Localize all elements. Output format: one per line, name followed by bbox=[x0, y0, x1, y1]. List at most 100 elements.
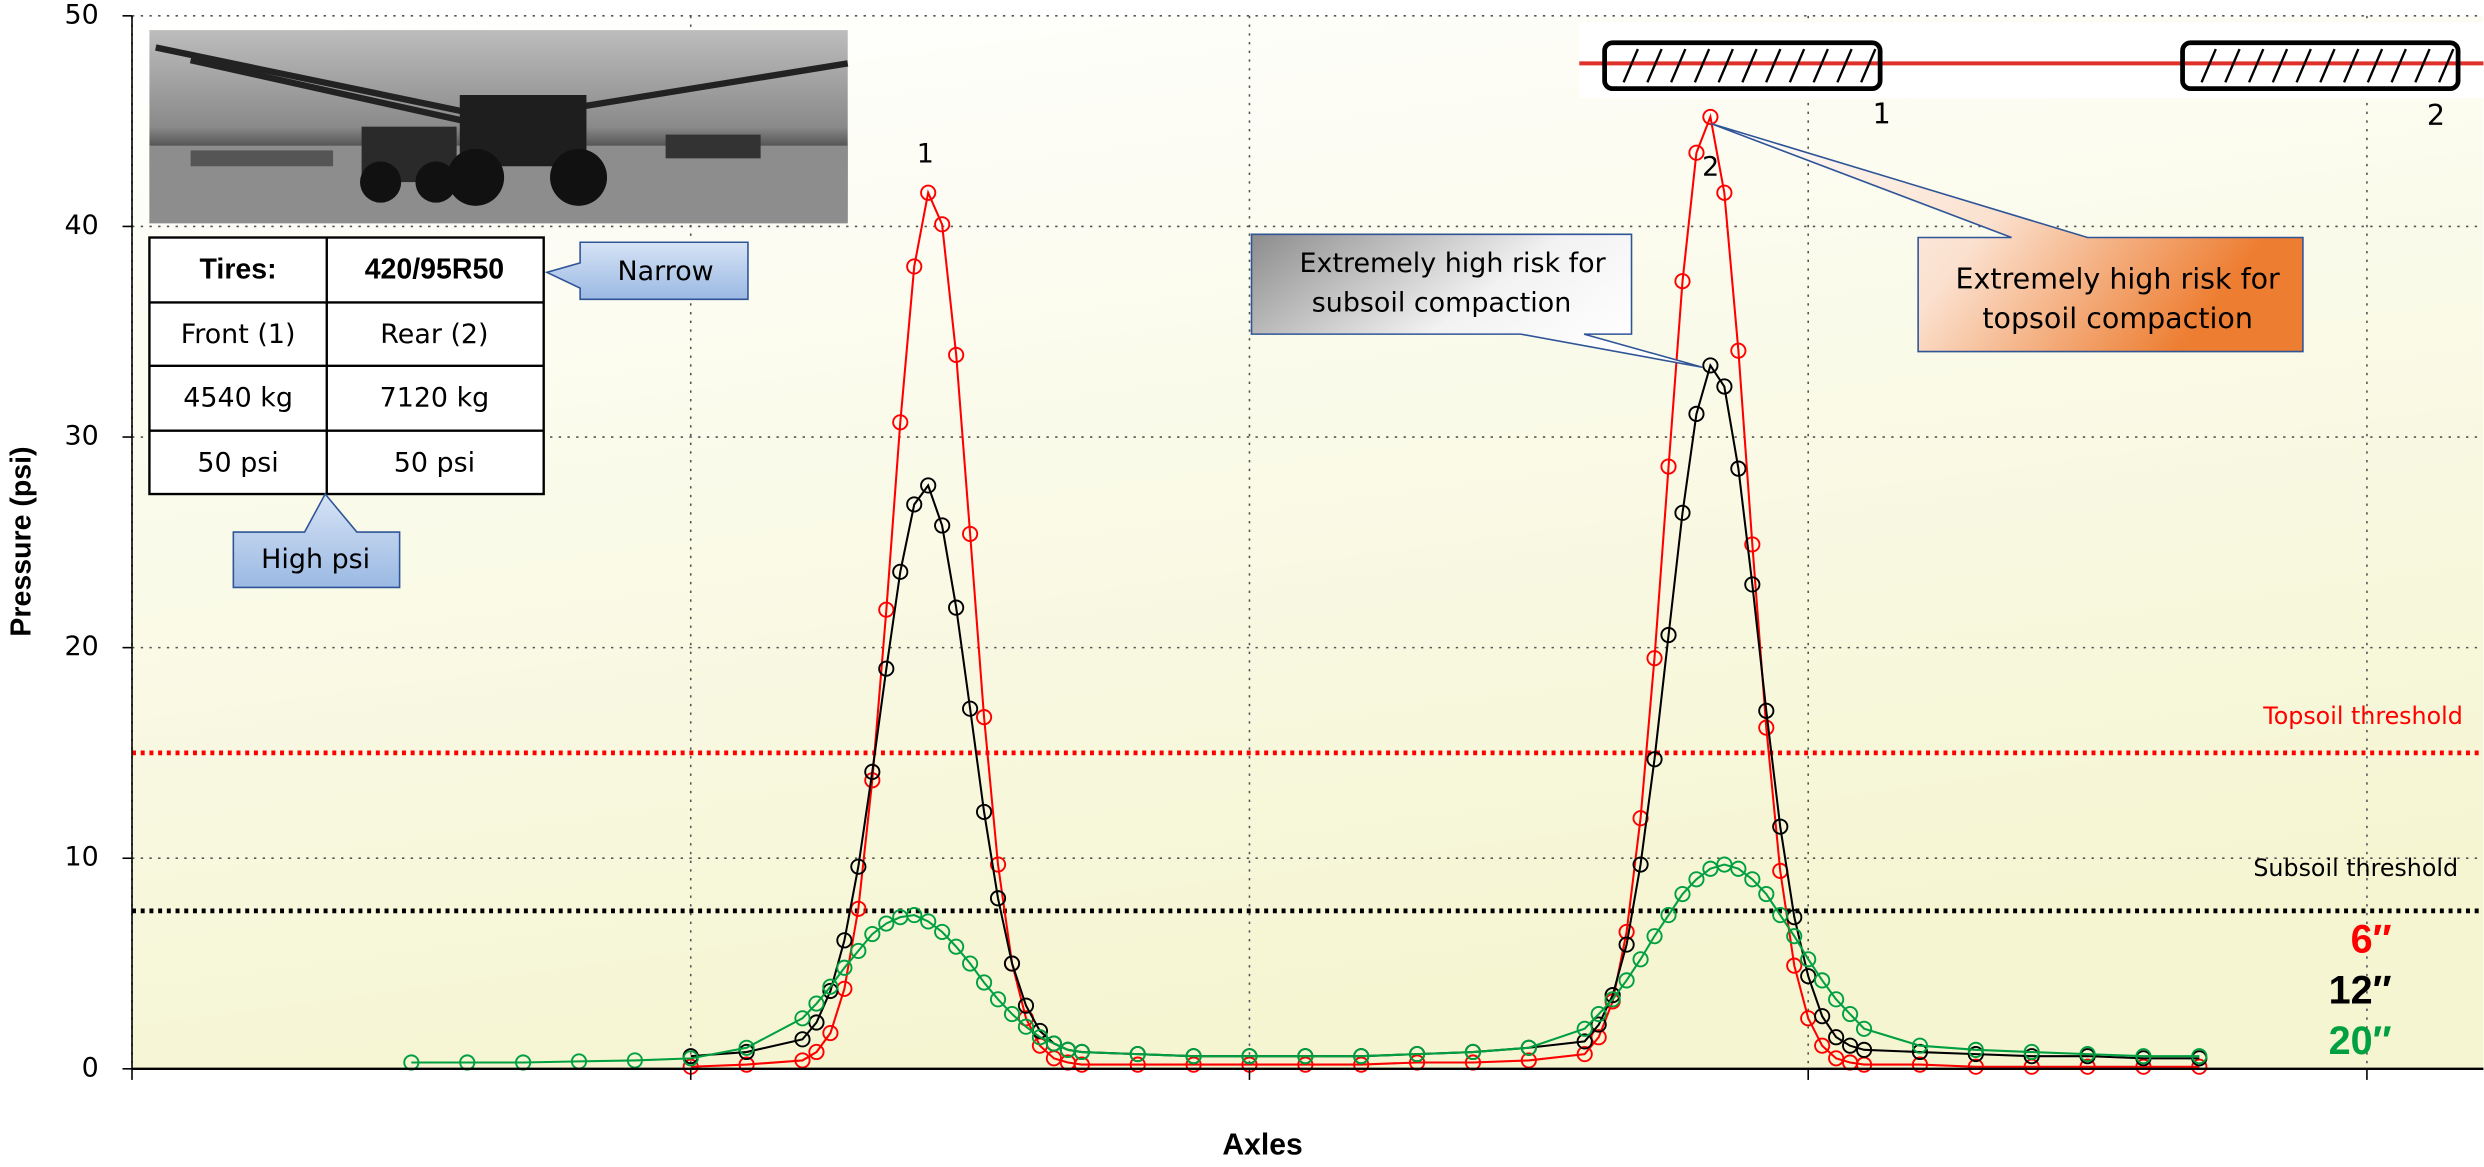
data-point bbox=[1730, 342, 1747, 359]
data-point bbox=[1772, 818, 1789, 835]
diagram-label: 2 bbox=[2427, 99, 2445, 132]
callout: Narrow bbox=[544, 241, 749, 301]
axle-diagram: 1 2 bbox=[1579, 22, 2484, 132]
data-point bbox=[1744, 536, 1761, 553]
data-point bbox=[1744, 871, 1761, 888]
hatch bbox=[1646, 48, 1663, 83]
hatch bbox=[1670, 48, 1687, 83]
data-point bbox=[878, 915, 895, 932]
table-cell: Tires: bbox=[200, 253, 277, 285]
data-point bbox=[1003, 1005, 1021, 1023]
data-point bbox=[1632, 856, 1649, 873]
data-point bbox=[975, 709, 993, 726]
data-point bbox=[962, 525, 979, 542]
data-point bbox=[1814, 1008, 1831, 1025]
data-point bbox=[626, 1052, 643, 1069]
data-point bbox=[1674, 273, 1691, 290]
data-point bbox=[1660, 626, 1677, 644]
data-point bbox=[906, 258, 923, 275]
data-point bbox=[1814, 972, 1831, 989]
y-tick-label: 20 bbox=[65, 631, 99, 662]
data-point bbox=[920, 184, 937, 201]
data-point bbox=[808, 1043, 825, 1061]
data-point bbox=[864, 925, 881, 943]
x-axis-label: Axles bbox=[1222, 1128, 1302, 1161]
data-point bbox=[1967, 1046, 1984, 1063]
data-point bbox=[794, 1010, 811, 1027]
callout: Extremely high risk for subsoil compacti… bbox=[1250, 233, 1703, 369]
y-ticks: 0 10 20 30 40 50 bbox=[65, 0, 2368, 1083]
data-point bbox=[1031, 1029, 1049, 1046]
data-point bbox=[1045, 1035, 1062, 1052]
data-point bbox=[1073, 1043, 1090, 1061]
data-point bbox=[934, 517, 951, 534]
hatch bbox=[2247, 48, 2265, 83]
data-point bbox=[2135, 1058, 2152, 1075]
data-point bbox=[738, 1039, 755, 1056]
data-point bbox=[1744, 576, 1761, 593]
data-point bbox=[1590, 1005, 1607, 1023]
data-point bbox=[1618, 936, 1635, 953]
table-cell: 420/95R50 bbox=[365, 253, 504, 285]
hatch bbox=[1741, 48, 1758, 83]
data-point bbox=[975, 803, 993, 820]
data-point bbox=[808, 995, 825, 1012]
hatch bbox=[1788, 48, 1806, 83]
data-point bbox=[1646, 650, 1663, 667]
table-cell: 4540 kg bbox=[183, 383, 293, 414]
data-point bbox=[1772, 907, 1789, 924]
tire-table: Tires: 420/95R50 Front (1) Rear (2) 4540… bbox=[148, 236, 545, 496]
data-point bbox=[1618, 972, 1635, 989]
y-tick-label: 50 bbox=[65, 0, 99, 30]
data-point bbox=[920, 913, 937, 930]
data-point bbox=[1758, 885, 1775, 903]
data-point bbox=[1855, 1041, 1873, 1058]
data-point bbox=[948, 938, 965, 955]
legend-entry: 20″ bbox=[2329, 1019, 2392, 1063]
data-point bbox=[1576, 1033, 1593, 1050]
data-point bbox=[1185, 1056, 1202, 1073]
data-point bbox=[794, 1031, 811, 1048]
data-point bbox=[1911, 1037, 1929, 1054]
data-point bbox=[850, 858, 867, 875]
data-point bbox=[1129, 1056, 1146, 1073]
data-point bbox=[1758, 719, 1775, 736]
data-point bbox=[1297, 1056, 1314, 1073]
data-point bbox=[906, 907, 923, 924]
data-point bbox=[1702, 357, 1719, 374]
series-line bbox=[690, 113, 2200, 1068]
data-point bbox=[2079, 1058, 2096, 1075]
data-point bbox=[989, 890, 1007, 907]
callout-text: Extremely high risk for bbox=[1300, 248, 1607, 279]
data-point bbox=[1674, 504, 1691, 521]
data-point bbox=[1353, 1048, 1370, 1065]
table-cell: 50 psi bbox=[394, 447, 475, 478]
hatch bbox=[2437, 48, 2455, 83]
data-point bbox=[2191, 1048, 2208, 1065]
y-tick-label: 10 bbox=[65, 842, 99, 873]
data-point bbox=[1646, 928, 1663, 945]
data-point bbox=[1520, 1039, 1537, 1056]
data-point bbox=[1730, 460, 1747, 477]
data-point bbox=[1674, 885, 1691, 903]
data-point bbox=[1828, 991, 1845, 1008]
data-point bbox=[906, 496, 923, 513]
data-point bbox=[1646, 751, 1663, 768]
data-point bbox=[1688, 405, 1705, 422]
plot-area bbox=[403, 108, 2208, 1075]
data-point bbox=[1716, 378, 1733, 395]
data-point bbox=[962, 955, 979, 972]
data-point bbox=[1911, 1056, 1929, 1073]
data-point bbox=[878, 601, 895, 618]
callout-text: Narrow bbox=[618, 256, 714, 287]
table-cell: 50 psi bbox=[197, 447, 278, 478]
data-point bbox=[1604, 991, 1621, 1008]
threshold-label: Topsoil threshold bbox=[2262, 702, 2463, 730]
data-point bbox=[2191, 1058, 2208, 1075]
threshold-label: Subsoil threshold bbox=[2253, 854, 2458, 882]
data-point bbox=[1129, 1046, 1146, 1063]
diagram-label: 1 bbox=[1873, 98, 1891, 131]
data-point bbox=[1758, 702, 1775, 719]
